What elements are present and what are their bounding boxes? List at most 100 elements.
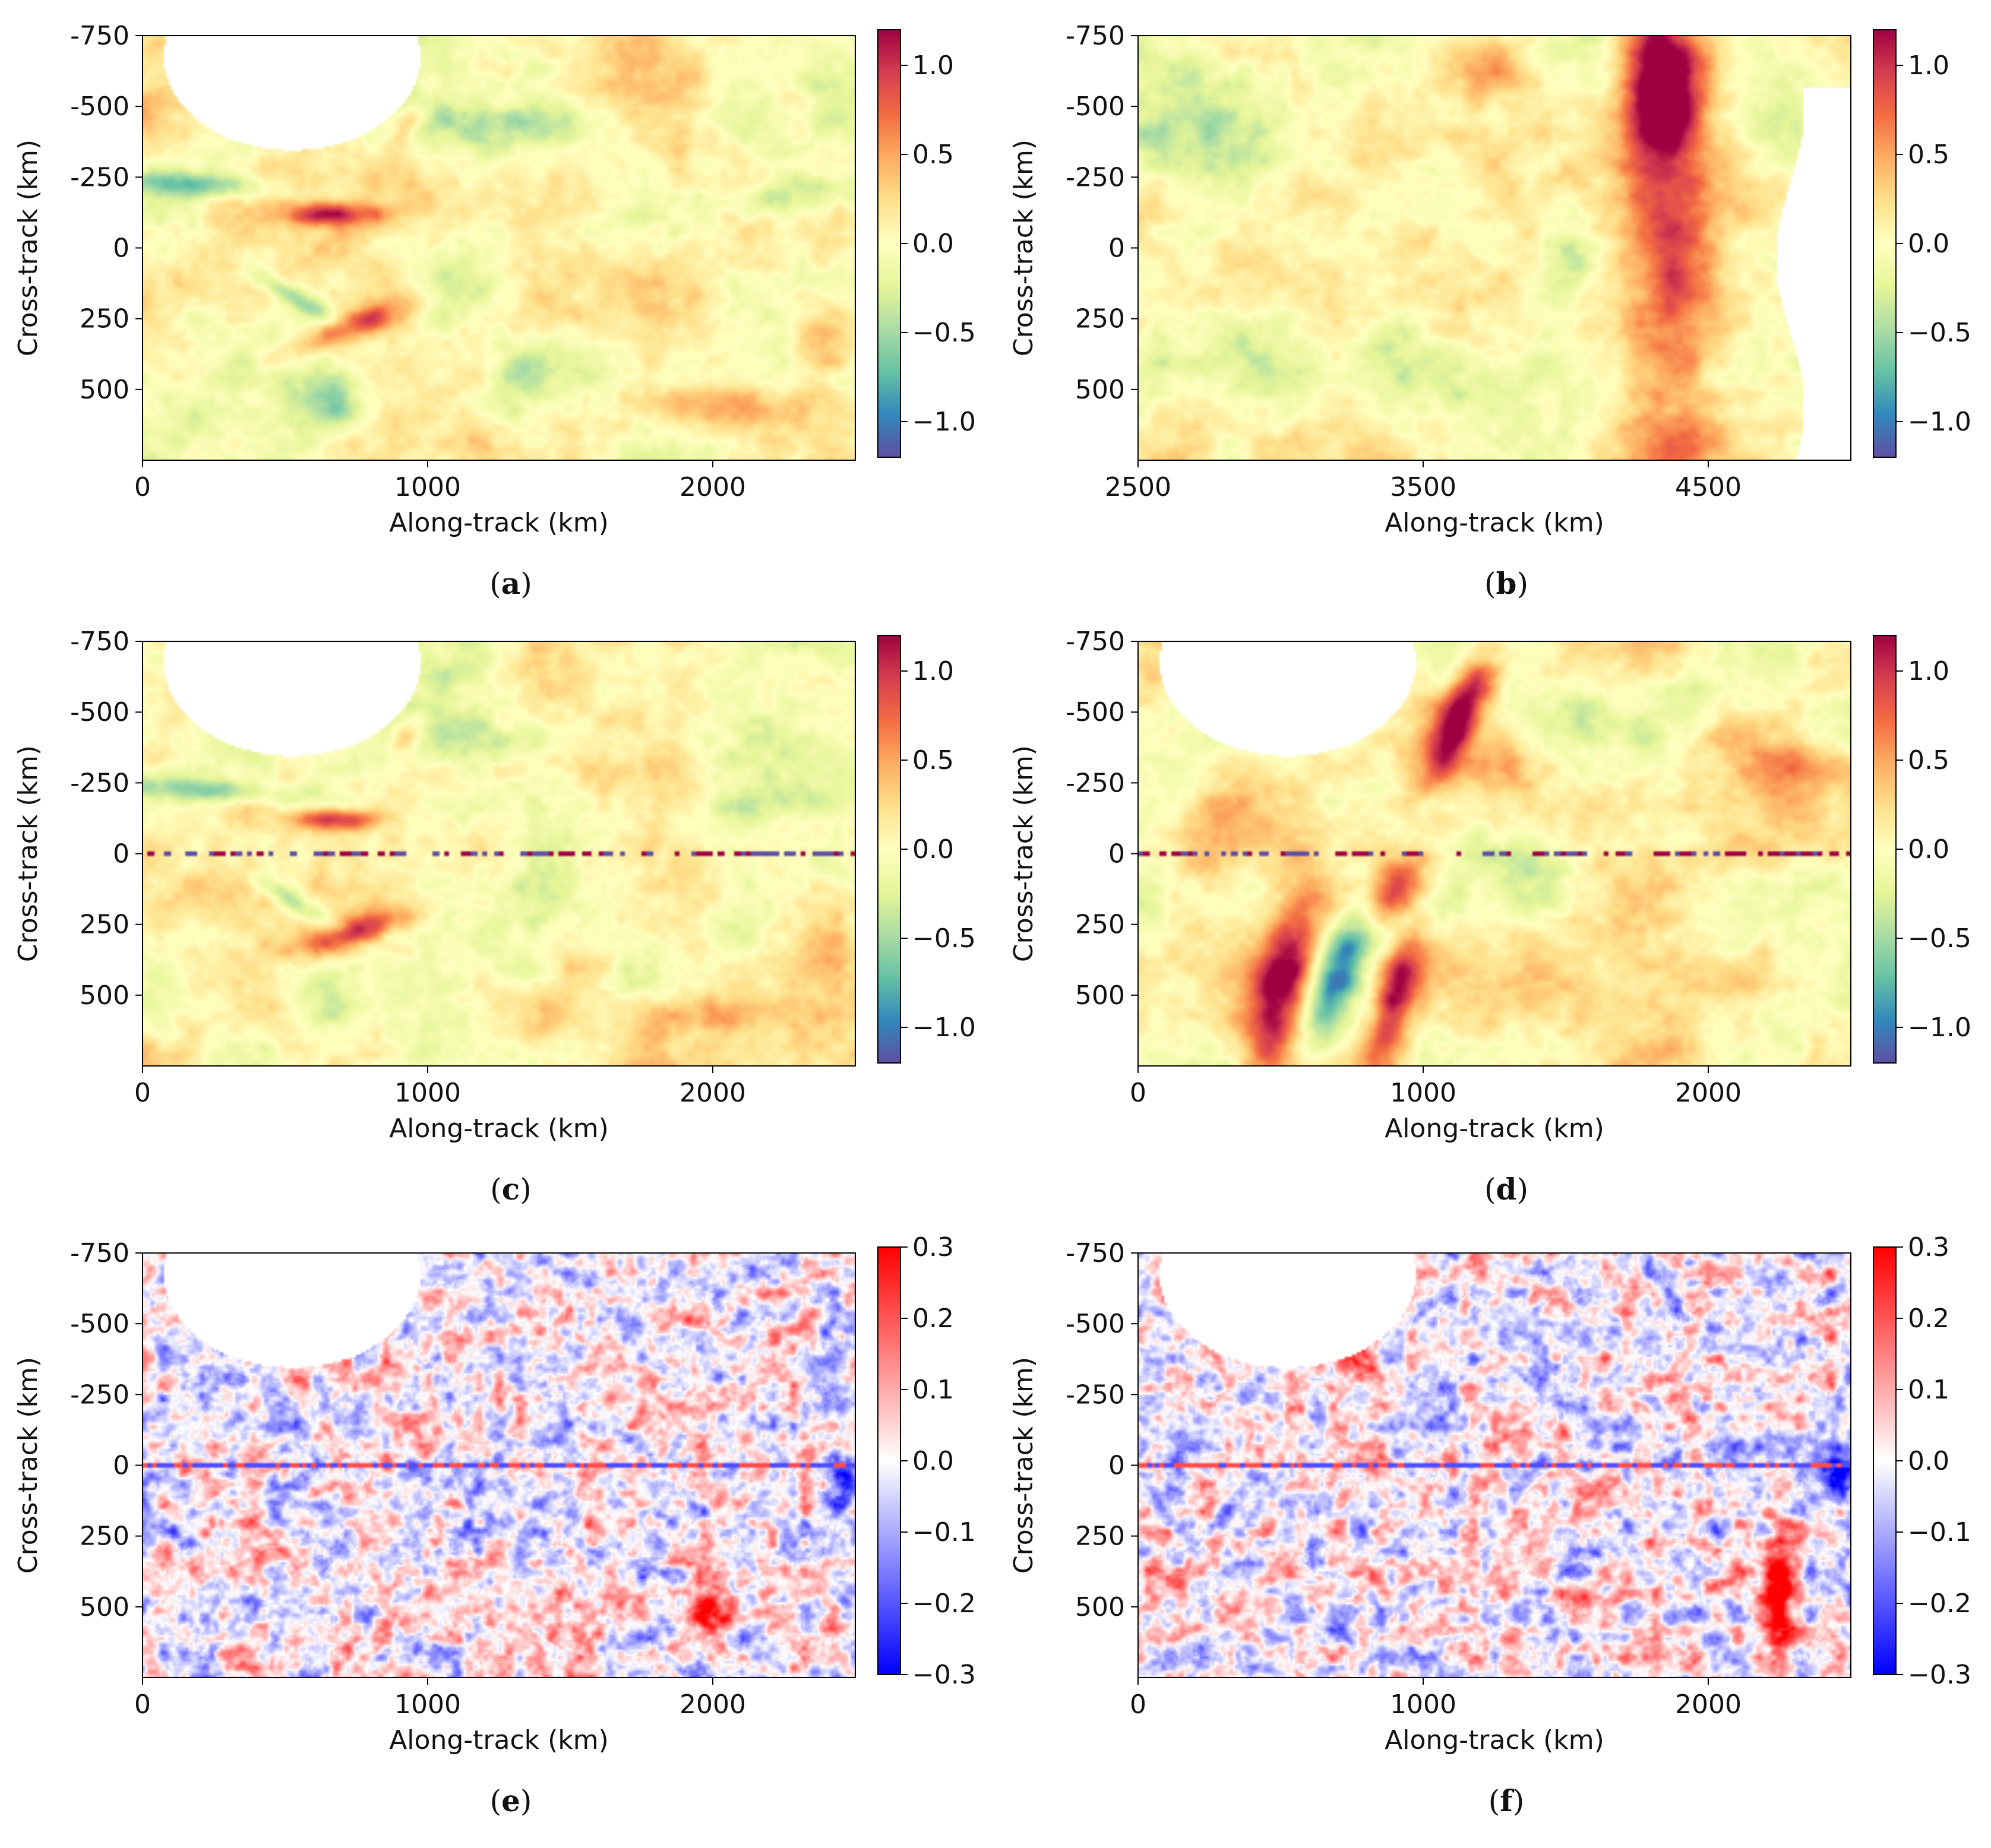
y-tick-label: 0	[113, 1451, 129, 1481]
heatmap-image	[143, 36, 855, 460]
y-tick-label: -500	[1066, 697, 1125, 727]
colorbar-tick-label: 0.5	[912, 745, 954, 776]
chart-panel-c: 0 1000 2000 -750 -500 -250 0 250 500 Along-track …	[0, 606, 996, 1211]
colorbar-tick-label: 1.0	[1908, 50, 1949, 81]
colorbar-tick-label: 0.0	[912, 229, 954, 259]
colorbar-tick-label: −1.0	[912, 1012, 976, 1043]
caption-open-paren: (	[1484, 1172, 1496, 1207]
x-tick-label: 0	[134, 472, 151, 502]
caption-letter: b	[1496, 566, 1517, 601]
y-tick-label: -250	[1066, 162, 1125, 192]
colorbar-tick-label: 0.0	[912, 1446, 954, 1476]
colorbar	[1873, 29, 1897, 458]
colorbar-tick-label: 1.0	[1908, 656, 1949, 686]
chart-panel-b: 2500 3500 4500 -750 -500 -250 0 250 500 Along-tra…	[996, 0, 1991, 606]
y-axis-label: Cross-track (km)	[13, 745, 43, 962]
y-tick-label: -750	[1066, 1238, 1125, 1268]
x-axis-label: Along-track (km)	[389, 508, 609, 538]
caption-close-paren: )	[1516, 567, 1528, 601]
colorbar-tick-label: −0.3	[912, 1660, 976, 1690]
colorbar-tick-label: 0.0	[1908, 229, 1949, 259]
caption-close-paren: )	[520, 1784, 532, 1818]
colorbar	[877, 1246, 901, 1675]
y-tick-label: 0	[1108, 233, 1125, 264]
colorbar-tick-label: 0.2	[912, 1303, 954, 1334]
colorbar-tick-label: −0.5	[1908, 318, 1971, 348]
colorbar-tick-label: 0.1	[912, 1375, 954, 1405]
chart-panel-e: 0 1000 2000 -750 -500 -250 0 250 500 Along-track …	[0, 1217, 996, 1823]
caption-close-paren: )	[520, 1172, 532, 1207]
heatmap-image	[1138, 641, 1851, 1066]
y-tick-label: -250	[1066, 1379, 1125, 1410]
y-tick-label: -250	[70, 162, 129, 192]
x-tick-label: 1000	[394, 1078, 461, 1108]
colorbar-tick-label: 0.1	[1908, 1375, 1949, 1405]
y-axis-label: Cross-track (km)	[13, 1357, 43, 1574]
y-tick-label: 500	[1075, 1592, 1125, 1622]
colorbar-tick-label: −0.5	[1908, 923, 1971, 954]
x-tick-label: 1000	[394, 1689, 461, 1720]
y-tick-label: -750	[1066, 626, 1125, 657]
y-tick-label: 500	[80, 1592, 129, 1622]
colorbar-tick-label: 0.0	[1908, 834, 1949, 865]
caption-letter: e	[501, 1783, 520, 1818]
colorbar	[877, 29, 901, 458]
x-tick-label: 0	[134, 1689, 151, 1720]
y-tick-label: -500	[70, 697, 129, 727]
x-tick-label: 2000	[680, 1689, 746, 1720]
colorbar-tick-label: −1.0	[1908, 1012, 1971, 1043]
colorbar-tick-label: −1.0	[912, 407, 976, 437]
x-tick-label: 2000	[1675, 1689, 1742, 1720]
chart-svg-e: 0 1000 2000 -750 -500 -250 0 250 500 Along-track …	[13, 1232, 976, 1818]
y-axis-label: Cross-track (km)	[13, 140, 43, 356]
colorbar-tick-label: 0.0	[912, 834, 954, 865]
caption-letter: a	[501, 566, 520, 601]
panel-caption: (f)	[1488, 1783, 1525, 1818]
colorbar-tick-label: 0.3	[1908, 1232, 1949, 1262]
chart-panel-d: 0 1000 2000 -750 -500 -250 0 250 500 Along-track …	[996, 606, 1991, 1211]
y-tick-label: 250	[1075, 910, 1125, 940]
colorbar-tick-label: −0.5	[912, 923, 976, 954]
x-tick-label: 0	[1130, 1689, 1146, 1720]
caption-letter: d	[1496, 1172, 1517, 1207]
x-tick-label: 3500	[1390, 472, 1456, 502]
y-tick-label: 0	[1108, 839, 1125, 869]
colorbar-tick-label: −0.1	[912, 1517, 976, 1548]
colorbar-tick-label: 0.5	[1908, 745, 1949, 776]
x-tick-label: 2000	[1675, 1078, 1742, 1108]
y-tick-label: 0	[113, 233, 129, 264]
colorbar-tick-label: 1.0	[912, 656, 954, 686]
y-tick-label: -500	[1066, 91, 1125, 122]
colorbar	[877, 635, 901, 1064]
y-axis-label: Cross-track (km)	[1009, 1357, 1039, 1574]
caption-open-paren: (	[490, 1784, 502, 1818]
x-tick-label: 2500	[1105, 472, 1171, 502]
colorbar-tick-label: −0.3	[1908, 1660, 1971, 1690]
x-axis-label: Along-track (km)	[1385, 508, 1604, 538]
y-tick-label: -750	[70, 626, 129, 657]
panel-caption: (c)	[490, 1172, 531, 1207]
chart-svg-c: 0 1000 2000 -750 -500 -250 0 250 500 Along-track …	[13, 626, 976, 1207]
y-tick-label: 250	[1075, 1521, 1125, 1552]
y-tick-label: 0	[1108, 1451, 1125, 1481]
y-tick-label: 0	[113, 839, 129, 869]
caption-close-paren: )	[520, 567, 532, 601]
colorbar-tick-label: 0.0	[1908, 1446, 1949, 1476]
y-tick-label: -250	[70, 768, 129, 798]
colorbar-tick-label: −0.2	[912, 1588, 976, 1619]
chart-panel-a: 0 1000 2000 -750 -500 -250 0 250 500 Along-track …	[0, 0, 996, 606]
chart-svg-a: 0 1000 2000 -750 -500 -250 0 250 500 Along-track …	[13, 21, 976, 601]
y-tick-label: 500	[1075, 375, 1125, 405]
caption-close-paren: )	[1516, 1172, 1528, 1207]
y-tick-label: -500	[70, 91, 129, 122]
colorbar-tick-label: 0.3	[912, 1232, 954, 1262]
x-tick-label: 1000	[394, 472, 461, 502]
heatmap-image	[1138, 36, 1851, 460]
y-tick-label: 250	[80, 910, 129, 940]
panel-caption: (b)	[1484, 566, 1528, 601]
colorbar-tick-label: −0.1	[1908, 1517, 1971, 1548]
heatmap-image	[143, 641, 855, 1066]
y-tick-label: -500	[1066, 1309, 1125, 1339]
chart-panel-f: 0 1000 2000 -750 -500 -250 0 250 500 Along-track …	[996, 1217, 1991, 1823]
